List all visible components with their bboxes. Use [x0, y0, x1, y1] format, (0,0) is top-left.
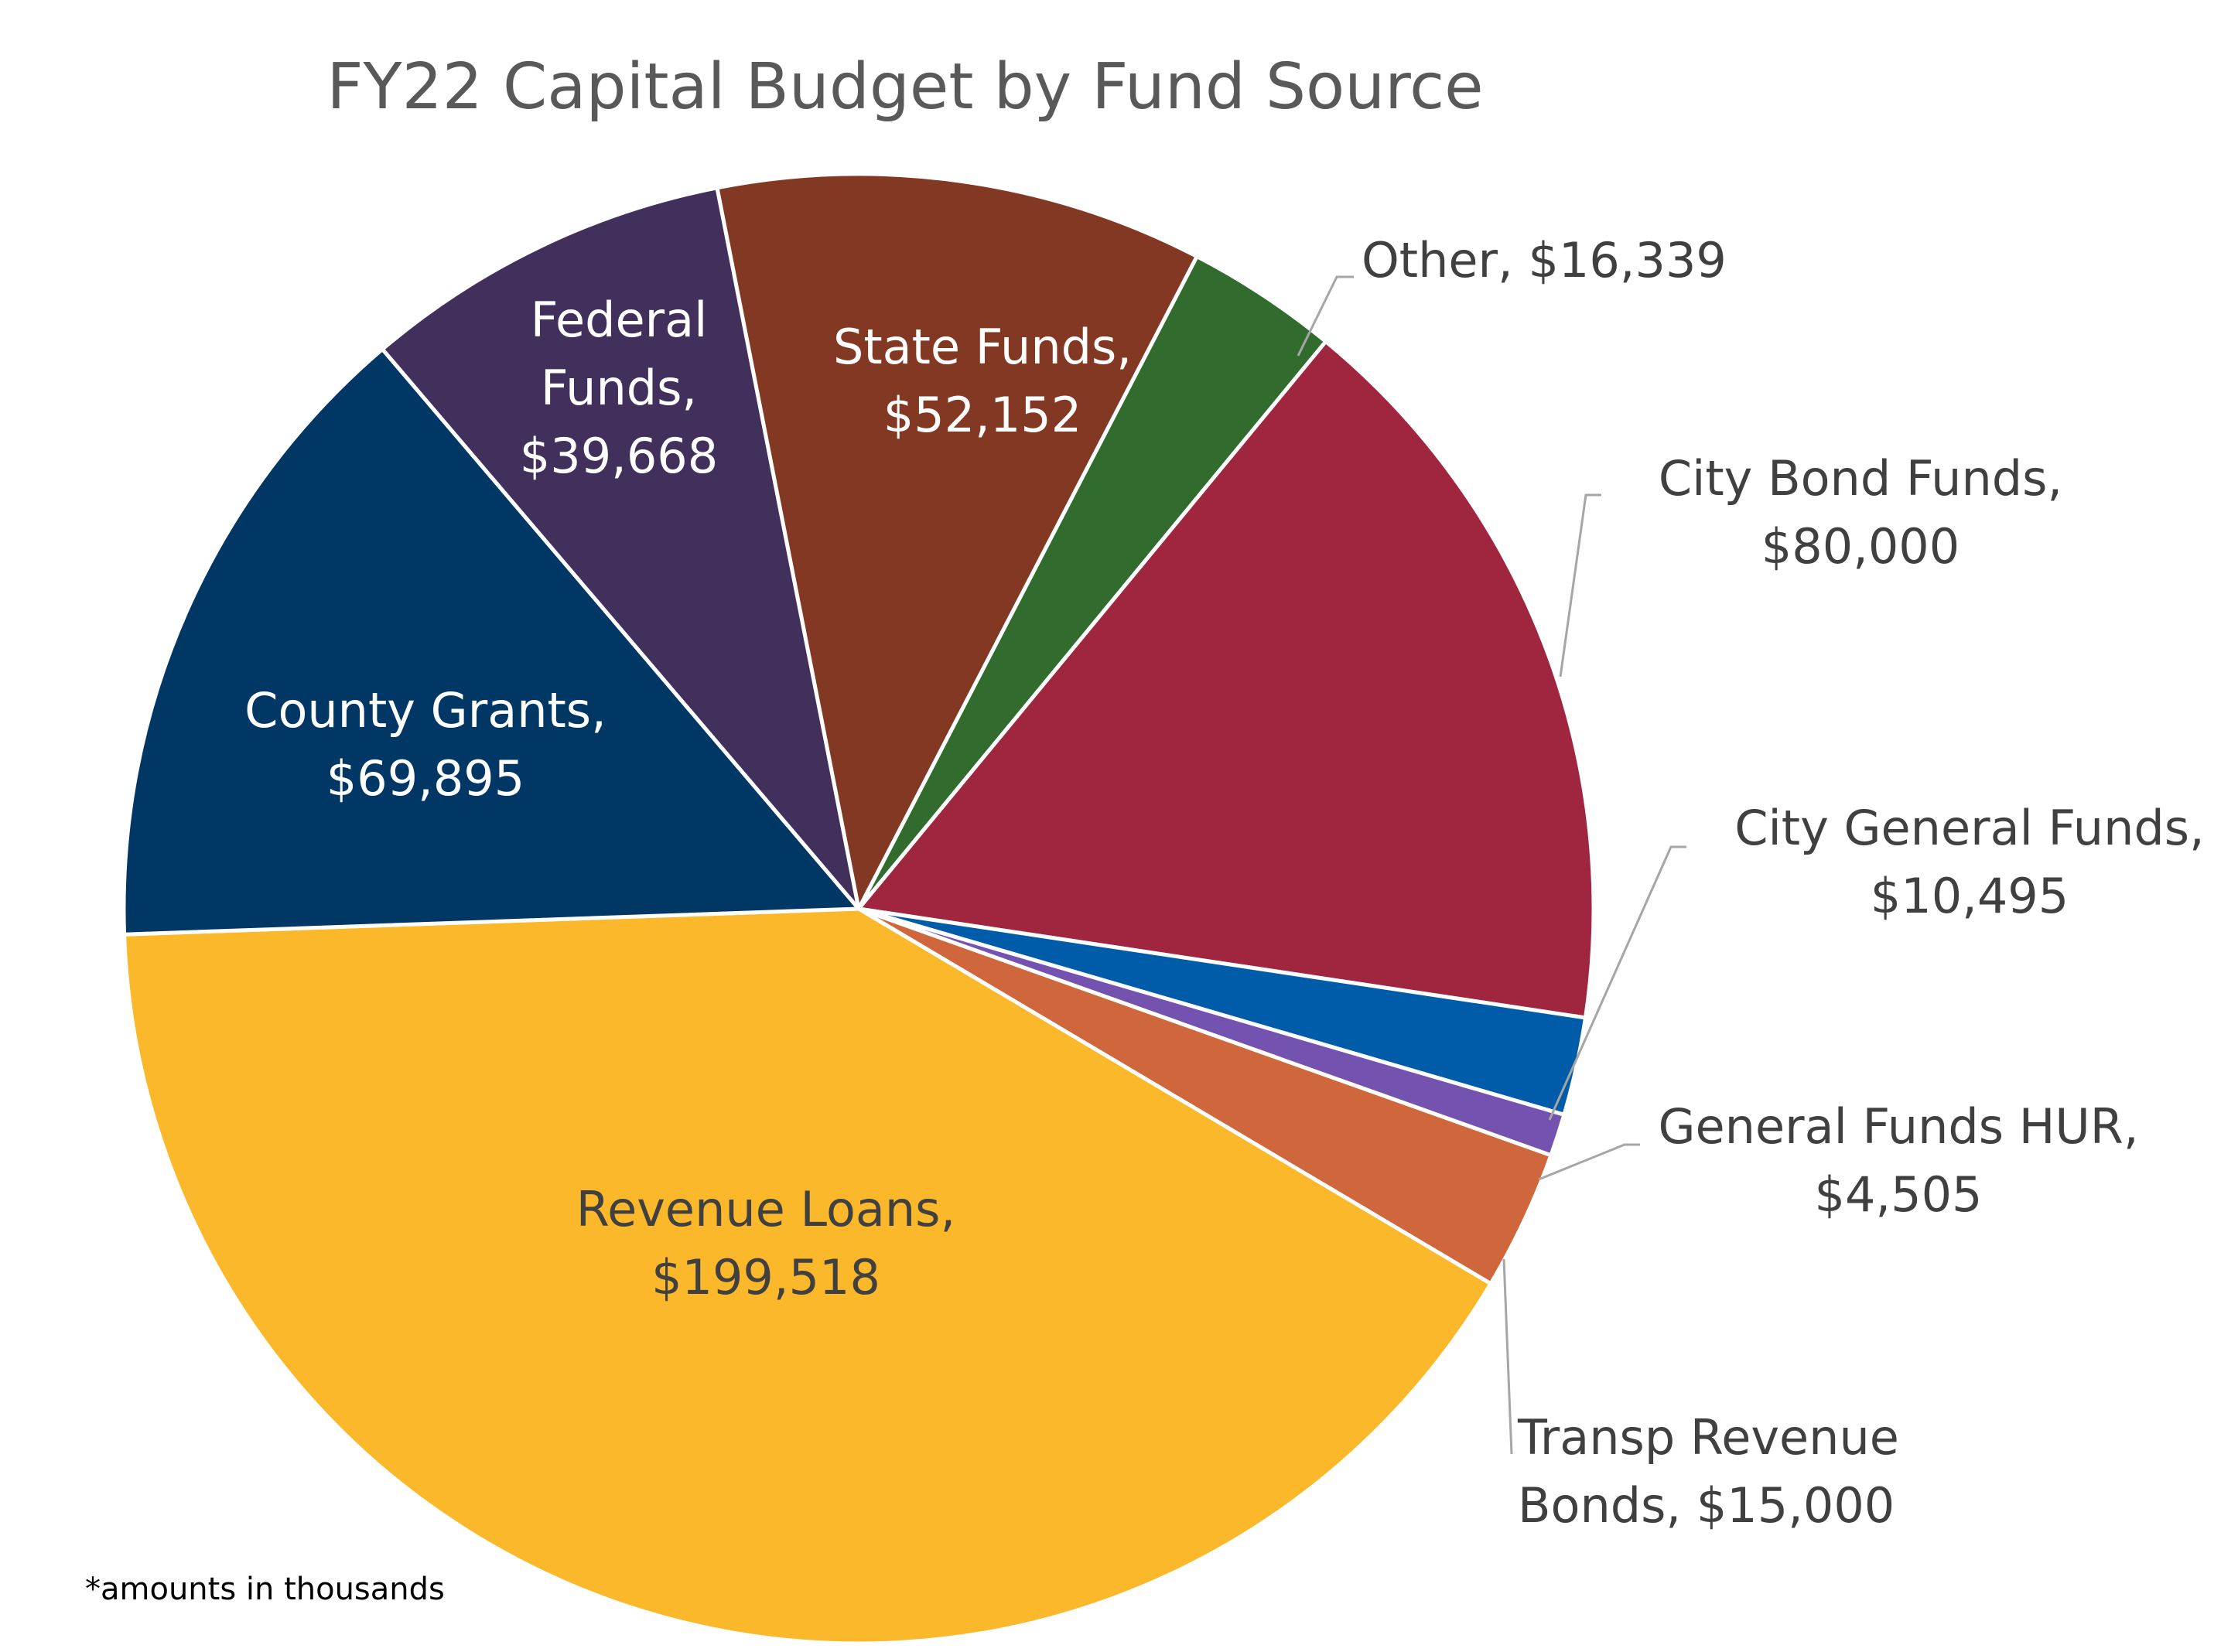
pie-slices [121, 172, 1596, 1646]
leader-line-general-hur [1538, 1143, 1640, 1181]
slice-label-revenue-loans: Revenue Loans, $199,518 [576, 1181, 955, 1306]
slice-label-city-general: City General Funds, $10,495 [1734, 800, 2205, 924]
pie-slice-revenue-loans [122, 906, 1493, 1646]
slice-label-other: Other, $16,339 [1362, 232, 1727, 288]
slice-label-county-grants: County Grants, $69,895 [244, 682, 606, 807]
slice-label-transp-revenue: Transp Revenue Bonds, $15,000 [1517, 1409, 1899, 1534]
leader-line-city-bond [1559, 493, 1601, 678]
leader-lines [1297, 275, 1686, 1455]
amounts-note: *amounts in thousands [85, 1572, 445, 1607]
slice-label-state: State Funds, $52,152 [833, 319, 1132, 443]
slice-label-federal: Federal Funds, $39,668 [520, 292, 718, 484]
leader-line-transp-revenue [1502, 1258, 1513, 1455]
pie-slice-state [715, 172, 1199, 911]
leader-line-city-general [1548, 845, 1686, 1121]
slice-labels: Other, $16,339 City Bond Funds, $80,000 Cit… [244, 232, 2205, 1534]
pie-slice-city-bond [856, 340, 1596, 1020]
pie-slice-county-grants [121, 346, 861, 937]
slice-label-city-bond: City Bond Funds, $80,000 [1659, 450, 2062, 575]
pie-slice-federal [380, 186, 861, 911]
leader-line-other [1297, 275, 1354, 357]
slice-label-general-hur: General Funds HUR, $4,505 [1658, 1098, 2138, 1223]
chart-title: FY22 Capital Budget by Fund Source [326, 50, 1483, 124]
